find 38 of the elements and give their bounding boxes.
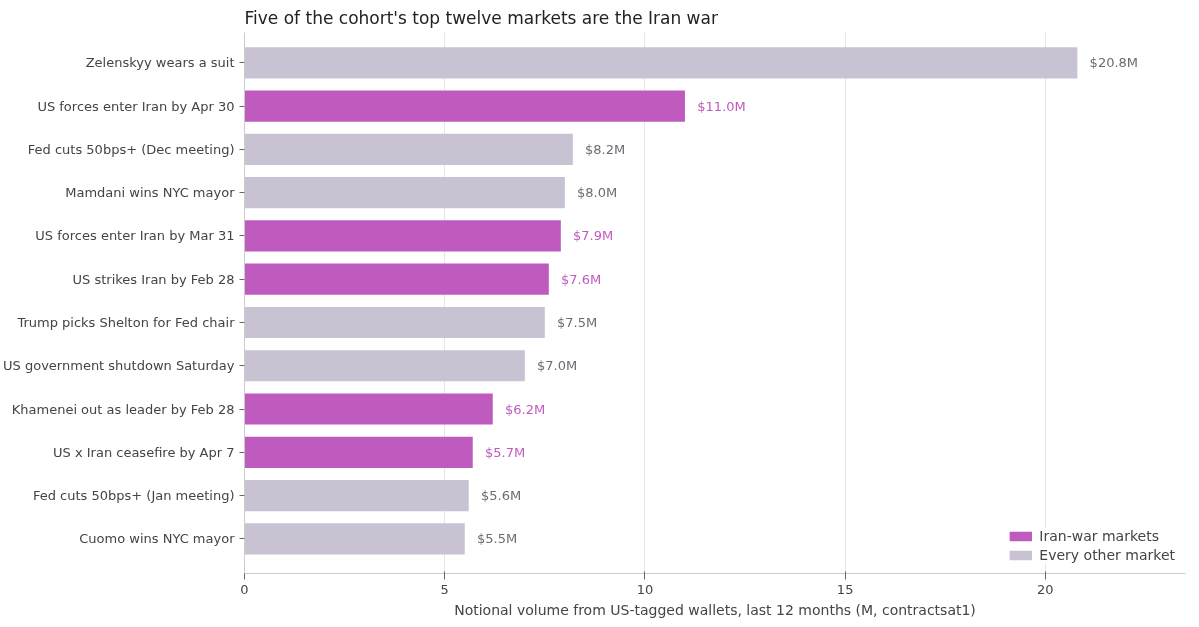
x-tick-label: 15	[836, 581, 854, 597]
x-tick-label: 5	[440, 581, 449, 597]
data-label: $7.9M	[573, 228, 614, 244]
y-tick-label: Trump picks Shelton for Fed chair	[16, 314, 236, 330]
bar	[244, 90, 685, 122]
x-tick-label: 20	[1037, 581, 1054, 597]
legend-label: Iran-war markets	[1039, 528, 1159, 544]
y-tick-label: Khamenei out as leader by Feb 28	[11, 401, 235, 417]
data-label: $20.8M	[1089, 55, 1139, 71]
y-tick-label: US forces enter Iran by Mar 31	[35, 228, 235, 244]
data-label: $6.2M	[505, 401, 546, 417]
bar	[244, 393, 493, 425]
data-label: $7.0M	[537, 358, 578, 374]
y-tick-label: Mamdani wins NYC mayor	[65, 185, 236, 201]
data-label: $7.6M	[561, 271, 602, 287]
y-tick-label: Fed cuts 50bps+ (Jan meeting)	[32, 488, 235, 504]
data-label: $11.0M	[697, 98, 746, 114]
bar	[244, 436, 473, 468]
x-axis-title: Notional volume from US-tagged wallets, last 12 months (M, contractsat1)	[454, 601, 976, 618]
data-label: $5.5M	[476, 531, 518, 547]
y-tick-label: Cuomo wins NYC mayor	[79, 531, 236, 547]
x-tick-label: 0	[240, 581, 249, 597]
bar	[244, 220, 561, 252]
data-label: $5.7M	[484, 444, 526, 460]
y-tick-label: Zelenskyy wears a suit	[85, 55, 235, 71]
legend-label: Every other market	[1039, 547, 1175, 563]
y-tick-label: Fed cuts 50bps+ (Dec meeting)	[27, 141, 235, 157]
y-tick-label: US strikes Iran by Feb 28	[72, 271, 235, 287]
y-tick-label: US forces enter Iran by Apr 30	[37, 98, 235, 114]
data-label: $8.0M	[577, 185, 618, 201]
chart-title: Five of the cohort's top twelve markets are the Iran war	[244, 7, 718, 28]
y-tick-label: US x Iran ceasefire by Apr 7	[53, 444, 235, 460]
data-label: $7.5M	[557, 314, 598, 330]
bar	[244, 263, 549, 295]
y-tick-label: US government shutdown Saturday	[3, 358, 235, 374]
data-label: $8.2M	[585, 141, 626, 157]
x-tick-label: 10	[636, 581, 654, 597]
data-label: $5.6M	[480, 488, 522, 504]
